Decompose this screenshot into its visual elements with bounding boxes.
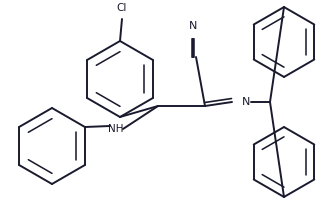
Text: Cl: Cl — [117, 3, 127, 13]
Text: NH: NH — [108, 124, 124, 134]
Text: N: N — [242, 97, 250, 107]
Text: N: N — [189, 21, 197, 31]
